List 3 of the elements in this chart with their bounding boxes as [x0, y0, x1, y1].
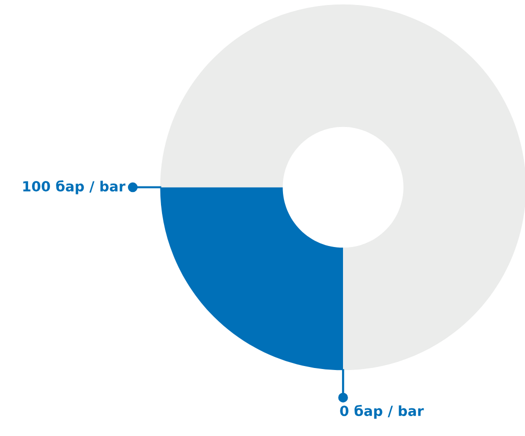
text: 100 бар / bar — [23, 180, 126, 194]
donut-slice — [160, 4, 525, 370]
text: 0 бар / bar — [340, 404, 424, 419]
